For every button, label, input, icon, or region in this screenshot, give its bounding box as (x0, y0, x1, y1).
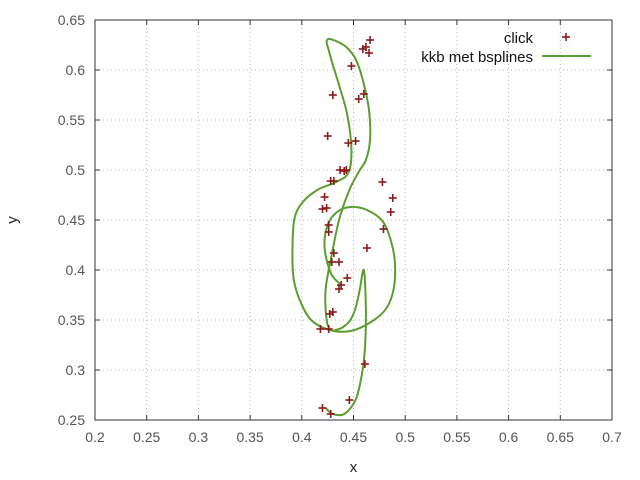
legend-label-kkb-met-bsplines: kkb met bsplines (421, 49, 533, 66)
data-point-click (326, 410, 335, 418)
x-tick-label: 0.3 (189, 429, 209, 445)
data-point-click (324, 325, 333, 333)
y-tick-label: 0.5 (66, 162, 86, 178)
grid (95, 20, 612, 420)
series-line-kkb-met-bsplines (291, 37, 397, 417)
data-point-click (324, 228, 333, 236)
data-point-click (388, 194, 397, 202)
data-point-click (335, 258, 344, 266)
data-point-click (378, 178, 387, 186)
y-tick-label: 0.6 (66, 62, 86, 78)
x-tick-label: 0.55 (443, 429, 470, 445)
data-point-click (328, 308, 337, 316)
data-point-click (386, 208, 395, 216)
x-tick-label: 0.2 (85, 429, 105, 445)
data-point-click (345, 396, 354, 404)
data-point-click (354, 95, 363, 103)
data-point-click (362, 244, 371, 252)
data-point-click (320, 193, 329, 201)
x-tick-label: 0.45 (340, 429, 367, 445)
data-point-click (327, 258, 336, 266)
x-tick-label: 0.6 (499, 429, 519, 445)
y-axis: 0.25 0.3 0.35 0.4 0.45 0.5 0.55 0.6 0.65 (58, 12, 612, 428)
data-point-click (328, 91, 337, 99)
data-point-click (347, 62, 356, 70)
data-point-click (322, 204, 331, 212)
data-point-click (344, 139, 353, 147)
x-tick-label: 0.5 (395, 429, 415, 445)
data-point-click (329, 249, 338, 257)
x-tick-label: 0.7 (602, 429, 622, 445)
data-point-click (366, 36, 375, 44)
data-point-click (358, 45, 367, 53)
data-point-click (335, 285, 344, 293)
x-axis: 0.2 0.25 0.3 0.35 0.4 0.45 0.5 0.55 0.6 0.65 0.7 (85, 20, 622, 445)
data-point-click (316, 325, 325, 333)
x-tick-label: 0.25 (133, 429, 160, 445)
y-tick-label: 0.55 (58, 112, 85, 128)
data-point-click (360, 360, 369, 368)
x-axis-title: x (350, 459, 358, 476)
y-tick-label: 0.45 (58, 212, 85, 228)
x-tick-label: 0.4 (292, 429, 312, 445)
data-point-click (351, 137, 360, 145)
y-tick-label: 0.35 (58, 312, 85, 328)
y-tick-label: 0.65 (58, 12, 85, 28)
x-tick-label: 0.35 (236, 429, 263, 445)
data-point-click (365, 49, 374, 57)
data-point-click (318, 205, 327, 213)
x-tick-label: 0.65 (547, 429, 574, 445)
series-layer (291, 36, 397, 418)
data-point-click (324, 221, 333, 229)
data-point-click (343, 274, 352, 282)
data-point-click (323, 132, 332, 140)
legend: click kkb met bsplines (421, 30, 591, 66)
data-point-click (329, 177, 338, 185)
y-tick-label: 0.4 (66, 262, 86, 278)
data-point-click (318, 404, 327, 412)
y-tick-label: 0.25 (58, 412, 85, 428)
y-axis-title: y (4, 216, 21, 224)
data-point-click (340, 167, 349, 175)
y-tick-label: 0.3 (66, 362, 86, 378)
data-point-click (359, 90, 368, 98)
legend-label-click: click (504, 30, 534, 47)
data-point-click (379, 225, 388, 233)
